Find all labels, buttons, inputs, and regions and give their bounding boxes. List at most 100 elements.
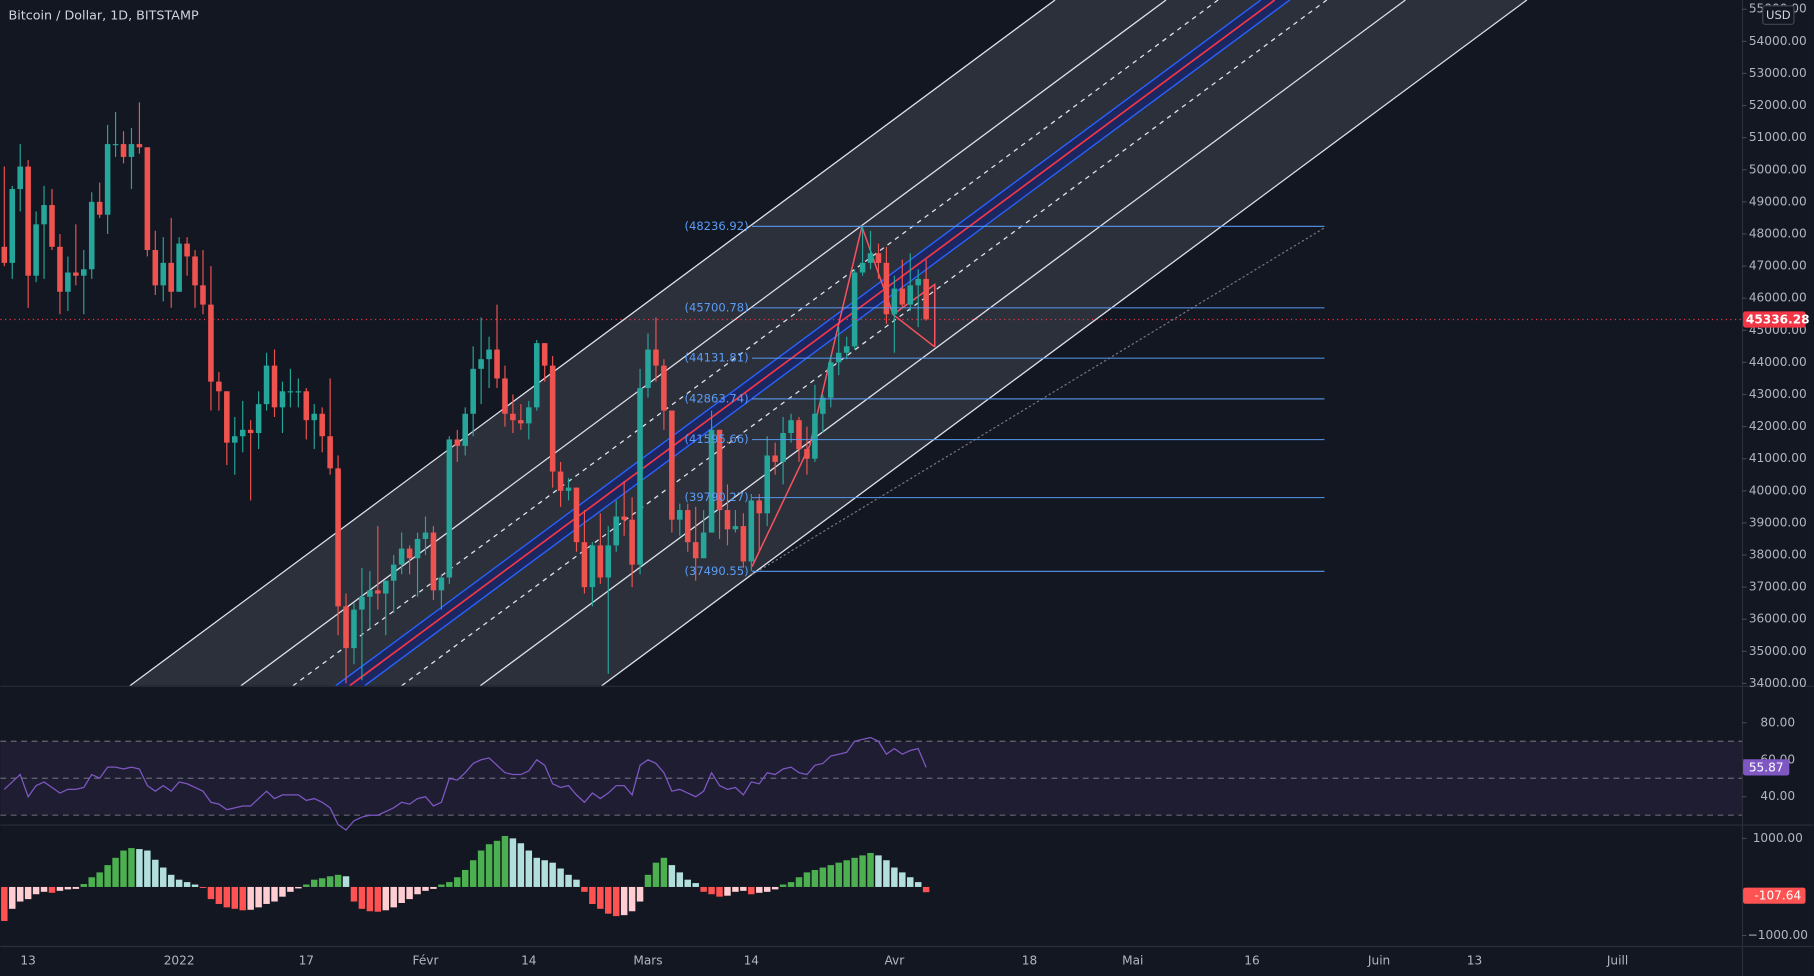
histogram-bar — [867, 852, 874, 887]
candle-body — [740, 526, 747, 562]
histogram-bar — [589, 886, 596, 904]
candle-body — [311, 413, 318, 421]
candle-body — [700, 532, 707, 559]
channel-blue-line — [364, 0, 1291, 686]
histogram-bar — [605, 886, 612, 914]
histogram-bar — [191, 884, 199, 887]
histogram-bar — [160, 867, 167, 887]
candle-body — [136, 144, 143, 148]
candle-body — [597, 545, 604, 578]
histogram-bar — [851, 857, 858, 887]
candle-body — [494, 349, 500, 379]
candle-body — [470, 368, 476, 414]
histogram-bar — [247, 886, 254, 910]
candle-body — [907, 285, 914, 305]
histogram-bar — [24, 886, 32, 900]
histogram-bar — [787, 882, 795, 887]
candle-body — [621, 516, 627, 520]
candle-body — [573, 487, 580, 543]
histogram-bar — [549, 862, 556, 887]
candle-body — [605, 545, 612, 578]
rsi-value-box — [1743, 759, 1790, 776]
y-tick-label: 43000.00 — [1749, 387, 1807, 401]
histogram-bar — [96, 872, 103, 887]
histogram-bar — [660, 857, 668, 887]
fib-level-label: (37490.55) — [684, 564, 748, 578]
histogram-bar — [509, 838, 517, 887]
histogram-bar — [461, 869, 469, 887]
fib-level-label: (45700.78) — [684, 300, 748, 314]
candle-body — [57, 246, 63, 292]
histogram-bar — [223, 886, 231, 908]
histogram-bar — [716, 886, 723, 897]
histogram-bar — [597, 886, 604, 909]
histogram-bar — [438, 884, 445, 887]
candle-body — [923, 278, 929, 320]
histogram-bar — [740, 886, 747, 891]
x-tick-label: Mai — [1122, 953, 1143, 967]
y-tick-label: 50000.00 — [1749, 162, 1807, 176]
histogram-bar — [318, 878, 326, 887]
histogram-bar — [128, 848, 135, 887]
candle-body — [1, 246, 8, 263]
y-tick-label: 44000.00 — [1749, 355, 1807, 369]
candle-body — [526, 407, 532, 424]
histogram-bar — [644, 874, 652, 887]
candle-body — [96, 201, 103, 215]
histogram-bar — [112, 857, 119, 887]
x-tick-label: 17 — [299, 953, 314, 967]
candle-body — [168, 262, 174, 292]
candle-body — [533, 343, 540, 408]
candle-body — [629, 519, 635, 565]
histogram-bar — [342, 876, 350, 887]
candle-body — [581, 542, 588, 588]
histogram-bar — [175, 879, 183, 887]
histogram-bar — [859, 855, 866, 887]
x-tick-label: 13 — [1467, 953, 1482, 967]
histogram-bar — [835, 862, 842, 887]
candle-body — [192, 256, 198, 286]
histogram-bar — [620, 886, 628, 916]
x-tick-label: 13 — [20, 953, 35, 967]
candle-body — [319, 413, 325, 437]
histogram-bar — [295, 886, 302, 889]
candle-body — [255, 404, 262, 434]
y-tick-label: −1000.00 — [1748, 928, 1808, 942]
histogram-bar — [390, 886, 397, 908]
channel-line — [479, 0, 1406, 686]
y-tick-label: 41000.00 — [1749, 451, 1807, 465]
histogram-bar — [64, 886, 72, 890]
candle-body — [756, 500, 763, 514]
x-tick-label: 18 — [1022, 953, 1037, 967]
histogram-bar — [144, 850, 151, 887]
histogram-bar — [668, 865, 676, 887]
histogram-bar — [32, 886, 40, 895]
candle-body — [820, 397, 826, 414]
candle-body — [692, 542, 699, 559]
candle-body — [430, 532, 437, 591]
candle-body — [653, 349, 659, 366]
x-tick-label: Juill — [1606, 953, 1628, 967]
histogram-bar — [454, 877, 461, 887]
histogram-bar — [358, 886, 366, 909]
candle-body — [17, 166, 23, 190]
y-tick-label: 35000.00 — [1749, 644, 1807, 658]
candle-body — [454, 439, 461, 446]
histogram-bar — [366, 886, 374, 912]
y-tick-label: 46000.00 — [1749, 291, 1807, 305]
candle-body — [398, 548, 405, 565]
histogram-bar — [684, 879, 691, 887]
y-tick-label: 38000.00 — [1749, 548, 1807, 562]
candle-body — [804, 449, 810, 459]
histogram-bar — [326, 876, 334, 887]
channel-dashed-line — [292, 0, 1219, 686]
candle-body — [796, 420, 802, 450]
histogram-bar — [732, 886, 739, 892]
candle-body — [120, 144, 127, 157]
candle-body — [748, 500, 755, 562]
histogram-bar — [104, 865, 111, 887]
channel-center-line — [349, 0, 1276, 686]
histogram-bar — [406, 886, 413, 900]
